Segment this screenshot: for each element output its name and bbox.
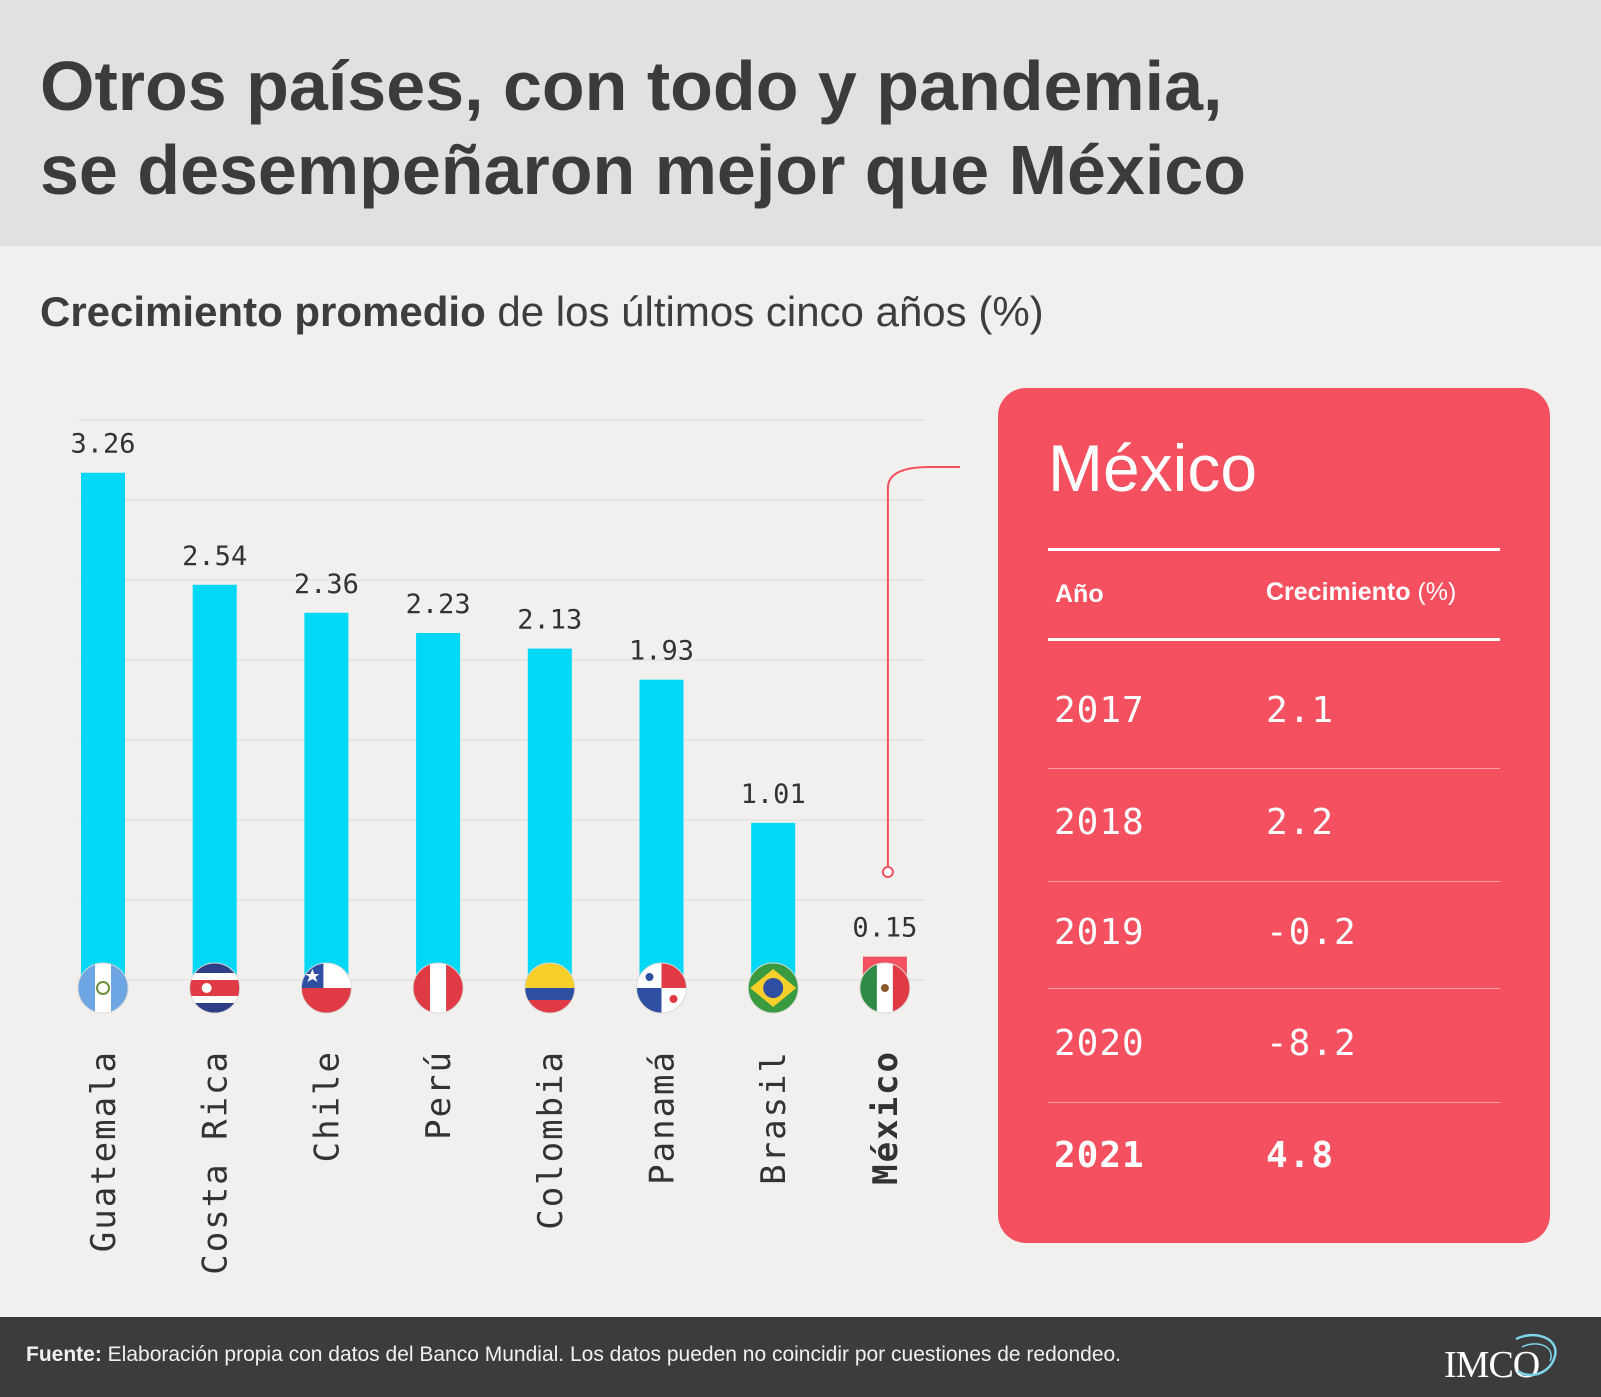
flag-ring <box>636 962 687 1014</box>
flag-ring <box>524 962 576 1014</box>
imco-logo: IMCO <box>1444 1325 1564 1389</box>
guatemala-flag <box>78 963 128 1013</box>
value-label: 2.13 <box>517 605 582 636</box>
peru-flag <box>413 963 464 1013</box>
column-header-year: Año <box>1055 580 1104 608</box>
subtitle-rest: de los últimos cinco años (%) <box>485 288 1044 335</box>
imco-logo-text: IMCO <box>1444 1344 1540 1386</box>
mexico-panel: México Año Crecimiento (%) 2017 2.1 2018… <box>998 388 1550 1243</box>
row-divider <box>1048 768 1500 769</box>
column-header-growth-label: Crecimiento <box>1266 578 1411 606</box>
row-value-highlight: 4.8 <box>1266 1135 1335 1176</box>
column-header-growth: Crecimiento (%) <box>1266 578 1456 607</box>
row-year-highlight: 2021 <box>1054 1135 1145 1176</box>
flag-ring <box>747 962 799 1014</box>
imco-logo-mark <box>1515 1333 1557 1377</box>
panama-flag <box>636 963 687 1013</box>
source-label: Fuente: <box>26 1343 102 1366</box>
category-label: Perú <box>419 1050 459 1140</box>
row-year: 2020 <box>1054 1023 1145 1064</box>
page-title: Otros países, con todo y pandemia, se de… <box>40 44 1560 212</box>
value-label: 3.26 <box>70 429 135 460</box>
bar <box>416 633 461 980</box>
row-divider <box>1048 881 1500 882</box>
title-line-1: Otros países, con todo y pandemia, <box>40 47 1223 125</box>
source-note: Fuente: Elaboración propia con datos del… <box>26 1343 1121 1367</box>
value-label: 1.01 <box>741 779 806 810</box>
subtitle-bold: Crecimiento promedio <box>40 288 486 335</box>
category-label: México <box>866 1050 906 1185</box>
brazil-flag <box>748 963 799 1013</box>
mexico-flag <box>859 963 910 1013</box>
bar <box>192 584 237 980</box>
value-label: 2.23 <box>406 589 471 620</box>
flag-ring <box>300 962 352 1014</box>
bar <box>81 472 125 980</box>
bar <box>304 612 349 980</box>
value-label: 2.36 <box>294 569 359 600</box>
row-divider <box>1048 1102 1500 1103</box>
bar-chart: 3.26 Guatemala 2.54 Costa Rica 2.36 Chile 2.23… <box>70 419 960 1275</box>
value-label: 1.93 <box>629 636 694 667</box>
panel-rule-header <box>1048 638 1500 641</box>
row-year: 2019 <box>1054 912 1145 953</box>
category-label: Colombia <box>531 1050 571 1230</box>
column-header-growth-unit: (%) <box>1410 578 1457 606</box>
category-label: Panamá <box>643 1050 683 1185</box>
flag-ring <box>859 962 911 1014</box>
costa-rica-flag <box>189 963 240 1013</box>
bar <box>751 822 796 980</box>
row-value: 2.2 <box>1266 802 1335 843</box>
bar <box>527 648 572 980</box>
connector-line <box>886 466 960 872</box>
row-value: -8.2 <box>1266 1023 1357 1064</box>
connector-dot <box>881 866 894 878</box>
category-label: Brasil <box>754 1050 794 1185</box>
panel-title: México <box>1048 431 1258 505</box>
category-label: Chile <box>307 1050 347 1162</box>
row-value: 2.1 <box>1266 690 1335 731</box>
source-text: Elaboración propia con datos del Banco M… <box>101 1343 1122 1366</box>
category-label: Costa Rica <box>196 1050 236 1275</box>
flag-ring <box>189 962 241 1014</box>
flag-ring <box>412 962 464 1014</box>
header-band <box>0 0 1601 246</box>
row-divider <box>1048 988 1500 989</box>
bar <box>639 679 684 980</box>
row-year: 2017 <box>1054 690 1145 731</box>
panel-rule-top <box>1048 548 1500 551</box>
row-year: 2018 <box>1054 802 1145 843</box>
flag-ring <box>77 962 129 1014</box>
category-label: Guatemala <box>84 1050 124 1252</box>
value-label: 2.54 <box>182 541 247 572</box>
row-value: -0.2 <box>1266 912 1357 953</box>
value-label: 0.15 <box>852 913 917 944</box>
footer: Fuente: Elaboración propia con datos del… <box>0 1317 1601 1397</box>
chart-subtitle: Crecimiento promedio de los últimos cinc… <box>40 288 1044 336</box>
title-line-2: se desempeñaron mejor que México <box>40 131 1246 209</box>
